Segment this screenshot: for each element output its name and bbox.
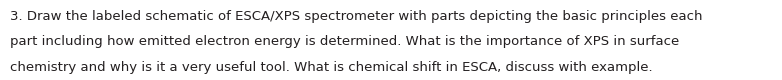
Text: part including how emitted electron energy is determined. What is the importance: part including how emitted electron ener…: [10, 35, 680, 48]
Text: 3. Draw the labeled schematic of ESCA/XPS spectrometer with parts depicting the : 3. Draw the labeled schematic of ESCA/XP…: [10, 10, 703, 23]
Text: chemistry and why is it a very useful tool. What is chemical shift in ESCA, disc: chemistry and why is it a very useful to…: [10, 61, 653, 74]
